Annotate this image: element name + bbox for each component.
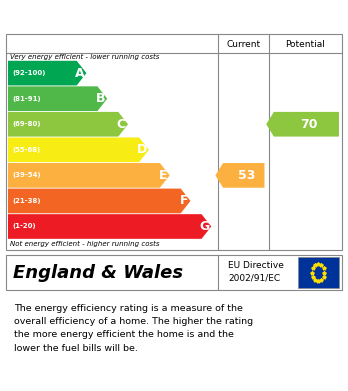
Text: 70: 70 xyxy=(300,118,318,131)
Polygon shape xyxy=(8,61,86,86)
Text: Very energy efficient - lower running costs: Very energy efficient - lower running co… xyxy=(10,54,159,60)
Polygon shape xyxy=(8,112,128,136)
Text: (21-38): (21-38) xyxy=(12,198,41,204)
Polygon shape xyxy=(266,112,339,136)
Text: 53: 53 xyxy=(238,169,255,182)
Text: (69-80): (69-80) xyxy=(12,121,41,127)
Bar xyxy=(298,257,339,288)
Polygon shape xyxy=(215,163,264,188)
Polygon shape xyxy=(8,188,190,213)
Text: England & Wales: England & Wales xyxy=(13,264,183,282)
Text: (55-68): (55-68) xyxy=(12,147,40,153)
Polygon shape xyxy=(8,86,107,111)
Text: Current: Current xyxy=(226,40,260,49)
Text: Not energy efficient - higher running costs: Not energy efficient - higher running co… xyxy=(10,241,159,247)
Text: (92-100): (92-100) xyxy=(12,70,46,76)
Text: Potential: Potential xyxy=(285,40,325,49)
Text: B: B xyxy=(96,92,105,105)
Polygon shape xyxy=(8,138,149,162)
Polygon shape xyxy=(8,214,211,239)
Text: F: F xyxy=(180,194,188,208)
Text: (81-91): (81-91) xyxy=(12,96,41,102)
Text: E: E xyxy=(159,169,168,182)
Text: C: C xyxy=(117,118,126,131)
Text: G: G xyxy=(199,220,209,233)
Text: (1-20): (1-20) xyxy=(12,224,36,230)
Text: A: A xyxy=(75,66,84,80)
Text: D: D xyxy=(136,143,147,156)
Text: (39-54): (39-54) xyxy=(12,172,41,178)
Text: Energy Efficiency Rating: Energy Efficiency Rating xyxy=(10,9,220,23)
Text: EU Directive
2002/91/EC: EU Directive 2002/91/EC xyxy=(228,261,284,282)
Text: The energy efficiency rating is a measure of the
overall efficiency of a home. T: The energy efficiency rating is a measur… xyxy=(14,304,253,353)
Polygon shape xyxy=(8,163,170,188)
